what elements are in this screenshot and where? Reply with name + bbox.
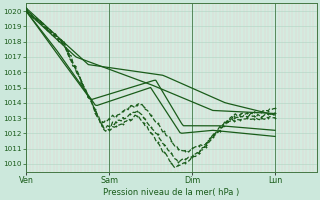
X-axis label: Pression niveau de la mer( hPa ): Pression niveau de la mer( hPa ) <box>103 188 239 197</box>
